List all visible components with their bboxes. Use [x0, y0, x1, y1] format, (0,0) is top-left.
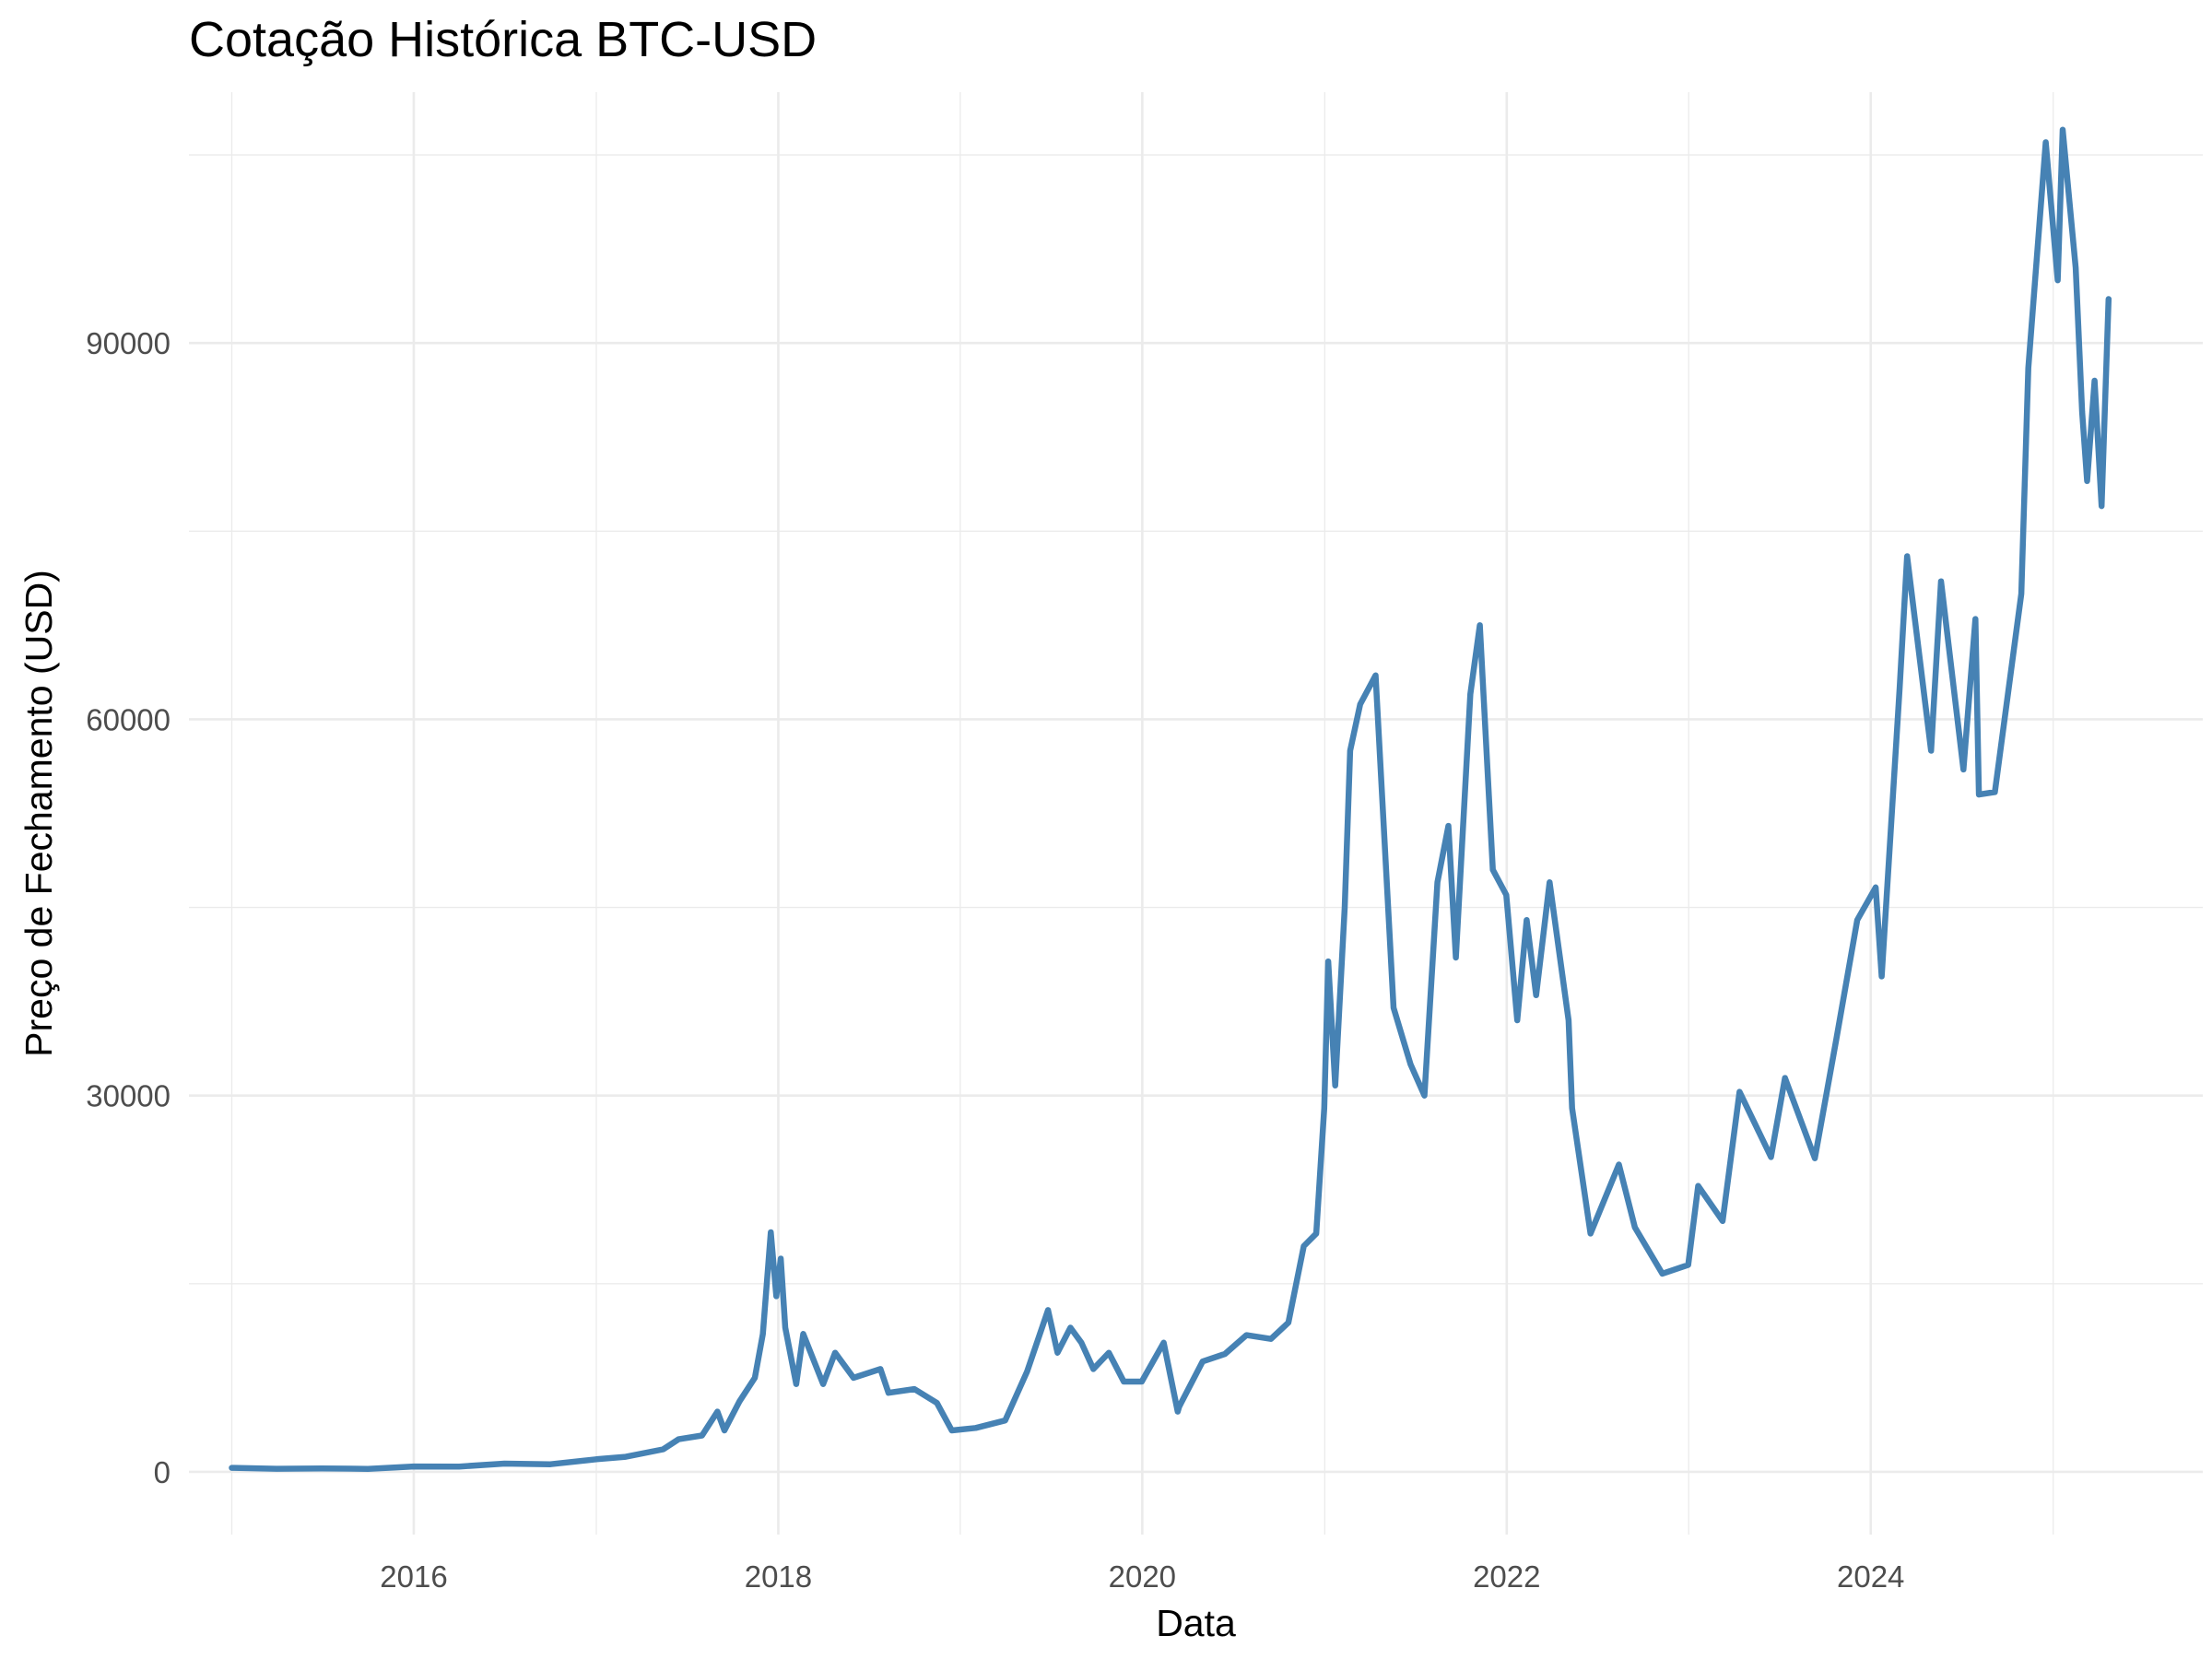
- x-tick-label: 2022: [1473, 1559, 1540, 1594]
- series-line: [229, 126, 2112, 1472]
- y-axis-tick-labels: 0 30000 60000 90000: [86, 326, 171, 1489]
- x-axis-tick-labels: 2016 2018 2020 2022 2024: [380, 1559, 1904, 1594]
- minor-gridlines: [189, 92, 2203, 1535]
- x-tick-label: 2020: [1109, 1559, 1176, 1594]
- chart-title: Cotação Histórica BTC-USD: [189, 12, 818, 67]
- x-tick-label: 2018: [745, 1559, 812, 1594]
- y-axis-title: Preço de Fechamento (USD): [18, 570, 60, 1057]
- x-tick-label: 2016: [380, 1559, 447, 1594]
- x-axis-title: Data: [1156, 1602, 1236, 1644]
- x-tick-label: 2024: [1837, 1559, 1904, 1594]
- y-tick-label: 60000: [86, 702, 171, 736]
- y-tick-label: 90000: [86, 326, 171, 360]
- major-gridlines: [189, 92, 2203, 1535]
- y-tick-label: 0: [154, 1455, 171, 1489]
- series-layer: [229, 126, 2112, 1472]
- y-tick-label: 30000: [86, 1079, 171, 1113]
